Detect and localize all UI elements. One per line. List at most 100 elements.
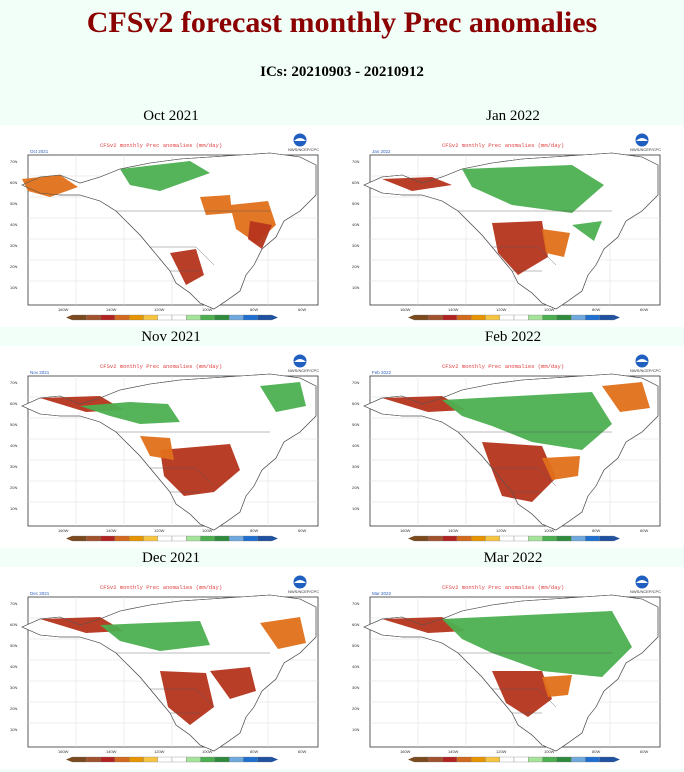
latitude-label: 40N — [352, 222, 359, 227]
anomaly-patch — [442, 392, 612, 450]
anomaly-patch — [200, 195, 232, 215]
longitude-label: 80W — [592, 528, 600, 533]
political-borders — [458, 652, 612, 714]
latitude-label: 30N — [352, 685, 359, 690]
latitude-label: 20N — [10, 264, 17, 269]
colorbar-swatch — [200, 535, 216, 542]
longitude-label: 80W — [592, 749, 600, 754]
colorbar-swatch — [585, 314, 600, 321]
longitude-label: 140W — [106, 749, 117, 754]
agency-label: NWS/NCEP/CPC — [630, 368, 661, 373]
colorbar-low-arrow — [66, 536, 72, 541]
colorbar-low-arrow — [408, 536, 414, 541]
latitude-label: 60N — [352, 401, 359, 406]
colorbar-swatch — [186, 314, 201, 321]
longitude-label: 60W — [640, 749, 648, 754]
colorbar-swatch — [214, 314, 230, 321]
forecast-panel-mar-2022: Mar 2022 70N 60N 50N 40N 30N 20N 10N 160W 140W 12… — [342, 550, 684, 772]
colorbar-swatch — [528, 314, 543, 321]
colorbar-swatch — [585, 535, 600, 542]
anomaly-patch — [260, 382, 306, 412]
noaa-logo-gull-icon — [636, 359, 648, 362]
coastline — [363, 152, 659, 310]
latitude-label: 70N — [352, 159, 359, 164]
latitude-label: 60N — [352, 180, 359, 185]
panel-month-label: Feb 2022 — [484, 329, 542, 345]
anomaly-patch — [542, 456, 580, 480]
anomaly-patch — [120, 161, 210, 191]
anomaly-map: 70N 60N 50N 40N 30N 20N 10N 160W 140W 120W 100W 80W… — [342, 567, 684, 769]
longitude-label: 80W — [250, 749, 258, 754]
forecast-panel-oct-2021: Oct 2021 70N 60N 50N 40N 30N 20N 10N 160W 140W 12… — [0, 108, 342, 330]
noaa-logo-gull-icon — [294, 580, 306, 583]
colorbar-high-arrow — [272, 536, 278, 541]
inner-map-title: CFSv2 monthly Prec anomalies (mm/day) — [442, 142, 564, 149]
latitude-label: 70N — [352, 601, 359, 606]
colorbar-swatch — [71, 314, 87, 321]
panel-month-label: Dec 2021 — [142, 550, 200, 566]
latitude-label: 10N — [352, 506, 359, 511]
anomaly-patch — [462, 165, 604, 213]
colorbar-swatch — [200, 314, 216, 321]
colorbar-swatch — [100, 314, 116, 321]
political-borders — [458, 210, 612, 272]
longitude-label: 80W — [592, 307, 600, 312]
political-borders — [116, 652, 270, 714]
latitude-label: 60N — [10, 180, 17, 185]
anomaly-map: 70N 60N 50N 40N 30N 20N 10N 160W 140W 120W 100W 80W… — [0, 567, 342, 769]
longitude-label: 60W — [298, 307, 306, 312]
initial-conditions-subtitle: ICs: 20210903 - 20210912 — [260, 64, 424, 80]
panel-month-label: Oct 2021 — [143, 108, 199, 124]
latitude-label: 40N — [352, 664, 359, 669]
inner-month-label: Nov 2021 — [30, 370, 50, 375]
longitude-label: 140W — [106, 307, 117, 312]
latitude-label: 50N — [352, 201, 359, 206]
colorbar-swatch — [528, 535, 543, 542]
anomaly-patch — [542, 675, 572, 697]
inner-map-title: CFSv2 monthly Prec anomalies (mm/day) — [100, 363, 222, 370]
colorbar-high-arrow — [272, 315, 278, 320]
colorbar-swatch — [243, 314, 258, 321]
colorbar-swatch — [556, 535, 572, 542]
anomaly-patch — [602, 382, 650, 412]
inner-map-title: CFSv2 monthly Prec anomalies (mm/day) — [100, 584, 222, 591]
anomaly-patch — [482, 442, 556, 502]
colorbar-swatch — [599, 535, 615, 542]
longitude-label: 120W — [496, 307, 507, 312]
agency-label: NWS/NCEP/CPC — [630, 589, 661, 594]
longitude-label: 140W — [448, 749, 459, 754]
longitude-label: 100W — [202, 749, 213, 754]
latitude-label: 50N — [352, 643, 359, 648]
latitude-label: 20N — [352, 485, 359, 490]
colorbar-swatch — [100, 535, 116, 542]
noaa-logo-gull-icon — [294, 138, 306, 141]
colorbar-swatch — [599, 314, 615, 321]
longitude-label: 120W — [154, 749, 165, 754]
latitude-label: 70N — [10, 380, 17, 385]
anomaly-patch — [542, 229, 570, 257]
latitude-label: 20N — [10, 485, 17, 490]
colorbar-swatch — [570, 314, 586, 321]
colorbar-swatch — [86, 314, 101, 321]
longitude-label: 140W — [448, 307, 459, 312]
colorbar-swatch — [542, 314, 558, 321]
longitude-label: 100W — [544, 749, 555, 754]
panel-month-label: Jan 2022 — [486, 108, 540, 124]
latitude-label: 60N — [10, 401, 17, 406]
longitude-label: 100W — [544, 307, 555, 312]
colorbar-swatch — [499, 535, 515, 542]
anomaly-patch — [382, 177, 452, 191]
longitude-label: 80W — [250, 528, 258, 533]
colorbar-swatch — [485, 314, 500, 321]
latitude-label: 30N — [352, 243, 359, 248]
colorbar-swatch — [157, 314, 173, 321]
colorbar-swatch — [470, 535, 486, 542]
longitude-label: 60W — [640, 307, 648, 312]
colorbar-swatch — [71, 535, 87, 542]
inner-month-label: Mar 2022 — [372, 591, 392, 596]
latitude-label: 40N — [352, 443, 359, 448]
anomaly-patch — [160, 671, 214, 725]
forecast-panel-nov-2021: Nov 2021 70N 60N 50N 40N 30N 20N 10N 160W 140W 12… — [0, 329, 342, 551]
colorbar-swatch — [257, 535, 273, 542]
colorbar-swatch — [228, 535, 244, 542]
